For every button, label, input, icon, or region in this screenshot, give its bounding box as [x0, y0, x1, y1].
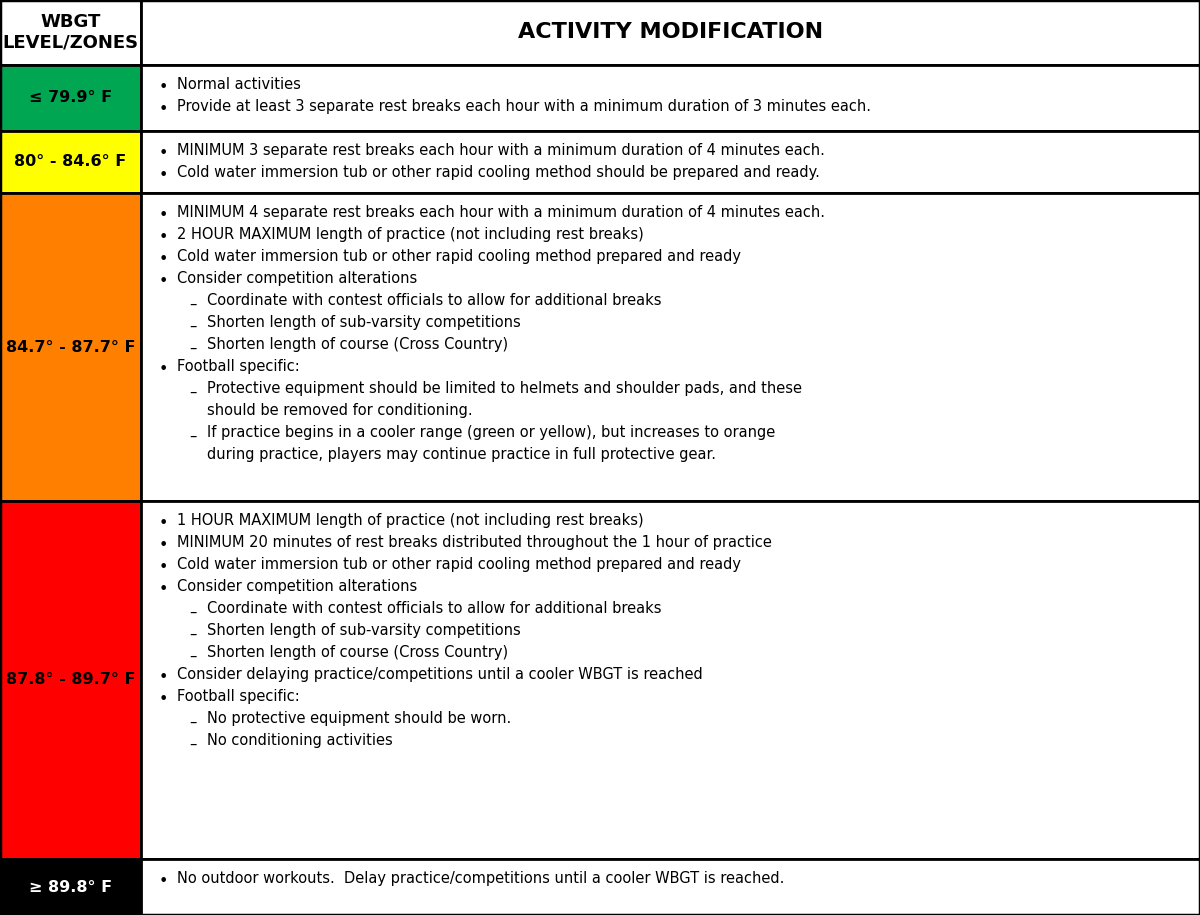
Text: –: –: [190, 604, 197, 619]
Text: during practice, players may continue practice in full protective gear.: during practice, players may continue pr…: [208, 447, 716, 462]
Text: •: •: [158, 538, 168, 554]
Bar: [142, 193, 1200, 501]
Bar: [142, 131, 1200, 193]
Text: Shorten length of sub-varsity competitions: Shorten length of sub-varsity competitio…: [208, 623, 521, 638]
Text: ≤ 79.9° F: ≤ 79.9° F: [29, 91, 112, 105]
Text: –: –: [190, 384, 197, 399]
Text: •: •: [158, 102, 168, 117]
Text: No outdoor workouts.  Delay practice/competitions until a cooler WBGT is reached: No outdoor workouts. Delay practice/comp…: [178, 871, 785, 886]
Text: –: –: [190, 626, 197, 641]
Text: Shorten length of course (Cross Country): Shorten length of course (Cross Country): [208, 645, 508, 660]
Text: •: •: [158, 253, 168, 267]
Text: ≥ 89.8° F: ≥ 89.8° F: [29, 879, 112, 895]
Text: MINIMUM 4 separate rest breaks each hour with a minimum duration of 4 minutes ea: MINIMUM 4 separate rest breaks each hour…: [178, 205, 826, 220]
Text: •: •: [158, 209, 168, 223]
Text: 1 HOUR MAXIMUM length of practice (not including rest breaks): 1 HOUR MAXIMUM length of practice (not i…: [178, 513, 643, 528]
Text: Cold water immersion tub or other rapid cooling method prepared and ready: Cold water immersion tub or other rapid …: [178, 557, 742, 572]
Bar: [0, 65, 142, 131]
Text: MINIMUM 3 separate rest breaks each hour with a minimum duration of 4 minutes ea: MINIMUM 3 separate rest breaks each hour…: [178, 143, 824, 158]
Text: Consider competition alterations: Consider competition alterations: [178, 579, 418, 594]
Text: Cold water immersion tub or other rapid cooling method prepared and ready: Cold water immersion tub or other rapid …: [178, 249, 742, 264]
Text: WBGT
LEVEL/ZONES: WBGT LEVEL/ZONES: [2, 13, 138, 52]
Bar: [0, 859, 142, 915]
Text: Consider competition alterations: Consider competition alterations: [178, 271, 418, 286]
Text: Coordinate with contest officials to allow for additional breaks: Coordinate with contest officials to all…: [208, 293, 661, 308]
Text: •: •: [158, 582, 168, 597]
Text: –: –: [190, 715, 197, 729]
Text: 80° - 84.6° F: 80° - 84.6° F: [14, 155, 127, 169]
Bar: [142, 0, 1200, 65]
Text: •: •: [158, 146, 168, 161]
Text: Provide at least 3 separate rest breaks each hour with a minimum duration of 3 m: Provide at least 3 separate rest breaks …: [178, 99, 871, 114]
Text: •: •: [158, 231, 168, 245]
Text: •: •: [158, 671, 168, 685]
Text: –: –: [190, 737, 197, 751]
Text: Cold water immersion tub or other rapid cooling method should be prepared and re: Cold water immersion tub or other rapid …: [178, 165, 820, 180]
Text: 2 HOUR MAXIMUM length of practice (not including rest breaks): 2 HOUR MAXIMUM length of practice (not i…: [178, 227, 643, 242]
Text: Coordinate with contest officials to allow for additional breaks: Coordinate with contest officials to all…: [208, 601, 661, 616]
Bar: [142, 859, 1200, 915]
Text: No conditioning activities: No conditioning activities: [208, 733, 392, 748]
Text: •: •: [158, 274, 168, 289]
Bar: [142, 501, 1200, 859]
Text: Football specific:: Football specific:: [178, 359, 300, 374]
Text: Consider delaying practice/competitions until a cooler WBGT is reached: Consider delaying practice/competitions …: [178, 667, 703, 682]
Text: should be removed for conditioning.: should be removed for conditioning.: [208, 403, 473, 418]
Bar: [0, 0, 142, 65]
Text: •: •: [158, 516, 168, 532]
Text: –: –: [190, 428, 197, 443]
Text: Shorten length of course (Cross Country): Shorten length of course (Cross Country): [208, 337, 508, 352]
Text: –: –: [190, 296, 197, 311]
Text: 84.7° - 87.7° F: 84.7° - 87.7° F: [6, 339, 136, 354]
Text: If practice begins in a cooler range (green or yellow), but increases to orange: If practice begins in a cooler range (gr…: [208, 425, 775, 440]
Text: No protective equipment should be worn.: No protective equipment should be worn.: [208, 711, 511, 726]
Text: •: •: [158, 362, 168, 377]
Text: 87.8° - 89.7° F: 87.8° - 89.7° F: [6, 673, 136, 687]
Text: •: •: [158, 168, 168, 183]
Text: –: –: [190, 318, 197, 333]
Text: •: •: [158, 875, 168, 889]
Bar: [0, 131, 142, 193]
Text: ACTIVITY MODIFICATION: ACTIVITY MODIFICATION: [518, 23, 823, 42]
Text: •: •: [158, 81, 168, 95]
Text: Football specific:: Football specific:: [178, 689, 300, 704]
Text: Shorten length of sub-varsity competitions: Shorten length of sub-varsity competitio…: [208, 315, 521, 330]
Bar: [142, 65, 1200, 131]
Text: –: –: [190, 649, 197, 663]
Text: •: •: [158, 560, 168, 576]
Text: Protective equipment should be limited to helmets and shoulder pads, and these: Protective equipment should be limited t…: [208, 381, 802, 396]
Text: MINIMUM 20 minutes of rest breaks distributed throughout the 1 hour of practice: MINIMUM 20 minutes of rest breaks distri…: [178, 535, 772, 550]
Text: •: •: [158, 693, 168, 707]
Text: –: –: [190, 340, 197, 355]
Bar: [0, 501, 142, 859]
Bar: [0, 193, 142, 501]
Text: Normal activities: Normal activities: [178, 77, 301, 92]
